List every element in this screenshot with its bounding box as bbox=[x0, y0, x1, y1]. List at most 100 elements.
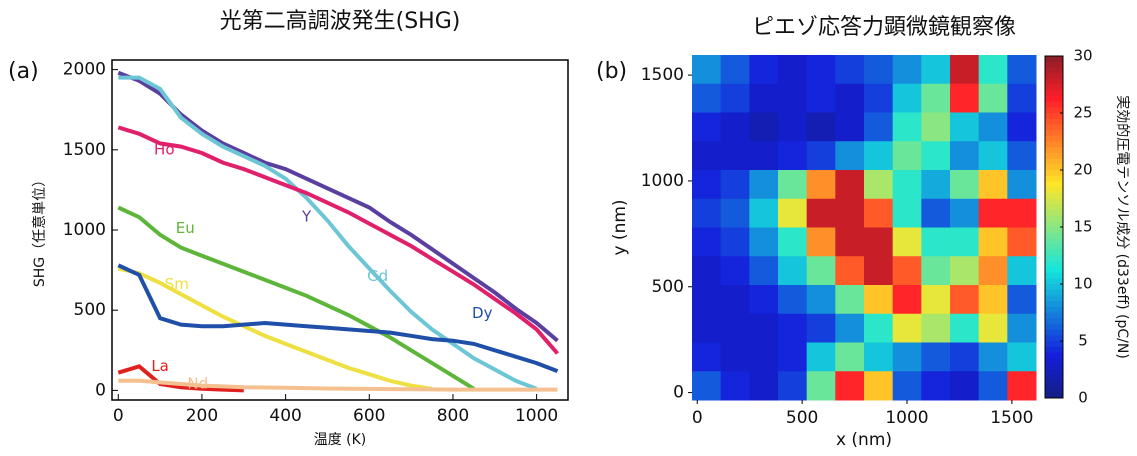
colorbar-segment bbox=[1045, 255, 1063, 262]
heatmap-cell bbox=[950, 141, 980, 171]
heatmap-cell bbox=[978, 112, 1008, 142]
series-label: Nd bbox=[187, 374, 208, 392]
heatmap-cell bbox=[806, 170, 836, 200]
heatmap-cell bbox=[950, 83, 980, 113]
y-tick-label: 1500 bbox=[63, 140, 106, 160]
heatmap-cell bbox=[921, 55, 951, 85]
colorbar-segment bbox=[1045, 164, 1063, 171]
heatmap-cell bbox=[1007, 141, 1037, 171]
heatmap-cell bbox=[720, 256, 750, 286]
colorbar-segment bbox=[1045, 130, 1063, 137]
heatmap-cell bbox=[720, 285, 750, 315]
heatmap-cell bbox=[950, 285, 980, 315]
heatmap-cell bbox=[692, 371, 722, 401]
colorbar-segment bbox=[1045, 232, 1063, 239]
colorbar-segment bbox=[1045, 78, 1063, 85]
heatmap-cell bbox=[950, 170, 980, 200]
colorbar-label: 実効的圧電テンソル成分 (d33eff) (pC/N) bbox=[1114, 95, 1130, 359]
y-axis-label: SHG（任意単位） bbox=[31, 173, 48, 287]
colorbar-segment bbox=[1045, 380, 1063, 388]
colorbar-segment bbox=[1045, 335, 1063, 342]
heatmap-cell bbox=[950, 198, 980, 228]
heatmap-cell bbox=[778, 170, 808, 200]
heatmap-cell bbox=[978, 313, 1008, 343]
heatmap-cell bbox=[749, 83, 779, 113]
colorbar-segment bbox=[1045, 238, 1063, 245]
heatmap-cell bbox=[806, 198, 836, 228]
y-tick-label: 1000 bbox=[641, 171, 684, 191]
colorbar-segment bbox=[1045, 113, 1063, 120]
y-tick-label: 2000 bbox=[63, 60, 106, 80]
colorbar-segment bbox=[1045, 323, 1063, 331]
colorbar-segment bbox=[1045, 272, 1063, 279]
heatmap-cell bbox=[864, 198, 894, 228]
colorbar-segment bbox=[1045, 266, 1063, 274]
heatmap-cell bbox=[864, 83, 894, 113]
colorbar-segment bbox=[1045, 369, 1063, 376]
heatmap-cell bbox=[720, 83, 750, 113]
x-tick-label: 200 bbox=[186, 406, 218, 426]
heatmap-cell bbox=[835, 371, 865, 401]
heatmap-cell bbox=[835, 227, 865, 257]
colorbar-tick-label: 30 bbox=[1073, 47, 1092, 65]
heatmap-cell bbox=[921, 371, 951, 401]
heatmap-cell bbox=[778, 112, 808, 142]
x-tick-label: 400 bbox=[269, 406, 301, 426]
heatmap-cell bbox=[950, 55, 980, 85]
heatmap-cell bbox=[692, 170, 722, 200]
heatmap-cell bbox=[720, 198, 750, 228]
heatmap-cell bbox=[1007, 112, 1037, 142]
colorbar-segment bbox=[1045, 198, 1063, 205]
y-tick-label: 0 bbox=[673, 383, 684, 403]
heatmap-cell bbox=[892, 313, 922, 343]
heatmap-cell bbox=[892, 198, 922, 228]
colorbar-segment bbox=[1045, 95, 1063, 103]
x-tick-label: 600 bbox=[353, 406, 385, 426]
colorbar-segment bbox=[1045, 295, 1063, 302]
heatmap-cell bbox=[835, 313, 865, 343]
colorbar-segment bbox=[1045, 352, 1063, 359]
colorbar-segment bbox=[1045, 170, 1063, 177]
heatmap-cell bbox=[864, 371, 894, 401]
heatmap-cell bbox=[892, 55, 922, 85]
heatmap-cell bbox=[892, 112, 922, 142]
series-label: Ho bbox=[154, 140, 174, 158]
colorbar-segment bbox=[1045, 301, 1063, 308]
heatmap-cell bbox=[1007, 342, 1037, 372]
heatmap-cell bbox=[720, 313, 750, 343]
heatmap-cell bbox=[1007, 198, 1037, 228]
heatmap-cell bbox=[892, 83, 922, 113]
heatmap-cell bbox=[720, 342, 750, 372]
heatmap-cell bbox=[835, 342, 865, 372]
heatmap-cell bbox=[835, 83, 865, 113]
series-line bbox=[117, 266, 433, 391]
heatmap-cell bbox=[749, 227, 779, 257]
colorbar-segment bbox=[1045, 363, 1063, 370]
heatmap-cell bbox=[778, 313, 808, 343]
colorbar-segment bbox=[1045, 158, 1063, 165]
series-line bbox=[117, 263, 559, 373]
heatmap-cell bbox=[1007, 227, 1037, 257]
chart-title: ピエゾ応答力顕微鏡観察像 bbox=[752, 15, 1016, 40]
heatmap-cell bbox=[1007, 83, 1037, 113]
heatmap-cell bbox=[978, 198, 1008, 228]
colorbar-segment bbox=[1045, 124, 1063, 131]
heatmap-cell bbox=[778, 256, 808, 286]
heatmap-cell bbox=[778, 227, 808, 257]
colorbar-segment bbox=[1045, 278, 1063, 285]
colorbar-tick-label: 20 bbox=[1073, 161, 1092, 179]
colorbar-segment bbox=[1045, 107, 1063, 114]
heatmap-cell bbox=[921, 170, 951, 200]
heatmap-cell bbox=[720, 141, 750, 171]
heatmap-cell bbox=[806, 313, 836, 343]
heatmap-cell bbox=[978, 256, 1008, 286]
heatmap-cell bbox=[978, 371, 1008, 401]
x-tick-label: 500 bbox=[786, 408, 818, 428]
heatmap-cell bbox=[978, 227, 1008, 257]
heatmap-cell bbox=[778, 55, 808, 85]
heatmap-cell bbox=[1007, 170, 1037, 200]
heatmap-cell bbox=[864, 227, 894, 257]
heatmap-cell bbox=[921, 141, 951, 171]
heatmap-cell bbox=[692, 83, 722, 113]
